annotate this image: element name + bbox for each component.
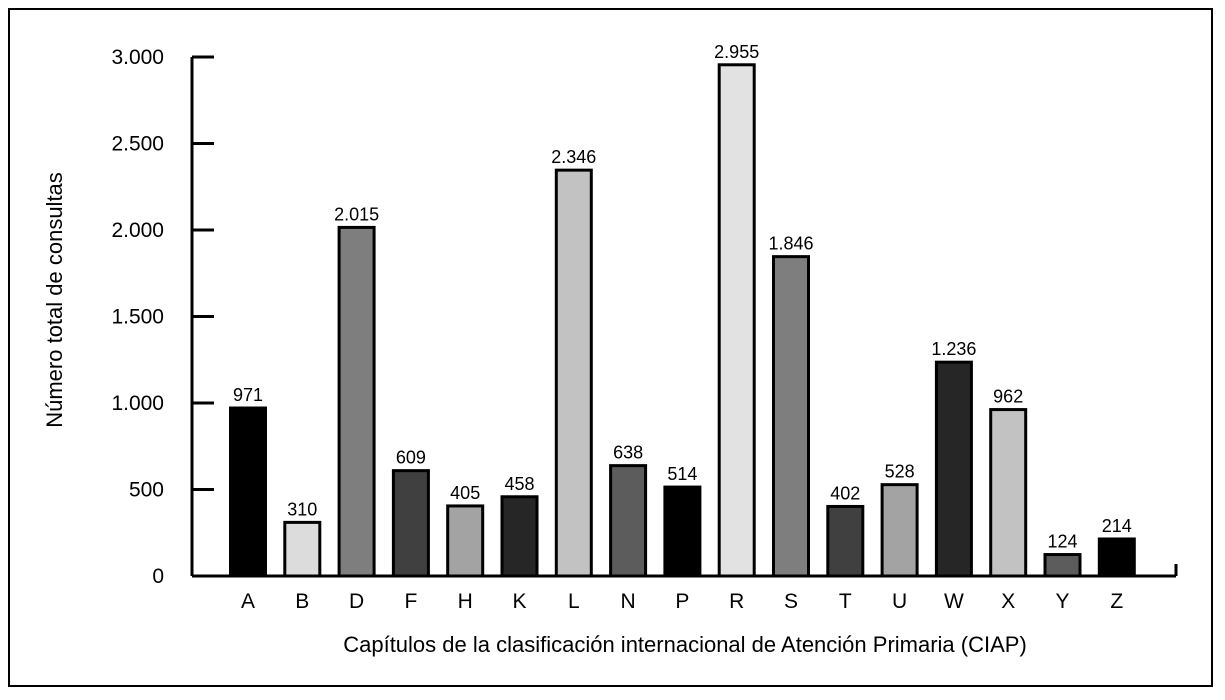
x-category-label-H: H bbox=[458, 590, 473, 613]
y-tick-label: 500 bbox=[129, 479, 164, 502]
x-category-label-K: K bbox=[512, 590, 526, 613]
bar-A bbox=[229, 406, 267, 578]
x-category-label-A: A bbox=[241, 590, 255, 613]
bar-R bbox=[717, 63, 756, 578]
x-category-label-S: S bbox=[784, 590, 798, 613]
bar-F bbox=[391, 469, 430, 578]
data-labels: 971 310 2.015 609 405 458 2.346 638 514 2.955 1.84… bbox=[233, 42, 1132, 552]
data-label-R: 2.955 bbox=[714, 42, 759, 62]
bar-T bbox=[826, 504, 865, 578]
bar-U bbox=[880, 483, 919, 578]
x-category-label-R: R bbox=[729, 590, 744, 613]
data-label-X: 962 bbox=[993, 387, 1023, 407]
data-label-U: 528 bbox=[885, 462, 915, 482]
data-label-Y: 124 bbox=[1047, 532, 1077, 552]
data-label-Z: 214 bbox=[1102, 516, 1132, 536]
x-category-label-N: N bbox=[621, 590, 636, 613]
bar-L bbox=[554, 168, 593, 578]
y-ticks: 0 500 1.000 1.500 2.000 2.500 3.000 bbox=[111, 46, 214, 588]
bar-D bbox=[337, 225, 376, 578]
x-category-label-F: F bbox=[404, 590, 417, 613]
y-tick-label: 2.000 bbox=[111, 219, 164, 242]
y-tick-label: 1.500 bbox=[111, 306, 164, 329]
bar-B bbox=[283, 520, 322, 578]
bar-W bbox=[934, 360, 973, 578]
data-label-F: 609 bbox=[396, 448, 426, 468]
x-category-label-B: B bbox=[295, 590, 309, 613]
x-axis-title: Capítulos de la clasificación internacio… bbox=[343, 632, 1027, 657]
data-label-B: 310 bbox=[287, 499, 317, 519]
y-tick-label: 0 bbox=[152, 565, 164, 588]
x-category-label-P: P bbox=[675, 590, 689, 613]
bar-Z bbox=[1097, 537, 1136, 578]
y-tick-label: 3.000 bbox=[111, 46, 164, 69]
x-category-label-W: W bbox=[944, 590, 964, 613]
bar-X bbox=[989, 408, 1028, 578]
data-label-T: 402 bbox=[830, 483, 860, 503]
bar-S bbox=[772, 255, 810, 578]
y-tick-label: 2.500 bbox=[111, 133, 164, 156]
x-category-label-Y: Y bbox=[1055, 590, 1069, 613]
bar-K bbox=[500, 495, 539, 578]
data-label-P: 514 bbox=[667, 464, 697, 484]
x-category-label-U: U bbox=[892, 590, 907, 613]
x-category-label-Z: Z bbox=[1110, 590, 1123, 613]
x-category-label-D: D bbox=[349, 590, 364, 613]
data-label-H: 405 bbox=[450, 483, 480, 503]
data-label-D: 2.015 bbox=[334, 204, 379, 224]
y-tick-label: 1.000 bbox=[111, 392, 164, 415]
data-label-A: 971 bbox=[233, 385, 263, 405]
data-label-L: 2.346 bbox=[551, 147, 596, 167]
data-label-W: 1.236 bbox=[931, 339, 976, 359]
data-label-N: 638 bbox=[613, 443, 643, 463]
x-category-label-X: X bbox=[1001, 590, 1015, 613]
x-category-label-L: L bbox=[568, 590, 580, 613]
x-category-label-T: T bbox=[839, 590, 852, 613]
y-axis-title: Número total de consultas bbox=[42, 172, 67, 428]
bars bbox=[229, 63, 1136, 578]
bar-N bbox=[609, 464, 648, 578]
data-label-K: 458 bbox=[504, 474, 534, 494]
data-label-S: 1.846 bbox=[768, 234, 813, 254]
bar-Y bbox=[1043, 553, 1082, 578]
bar-P bbox=[663, 485, 702, 578]
bar-H bbox=[446, 504, 485, 578]
